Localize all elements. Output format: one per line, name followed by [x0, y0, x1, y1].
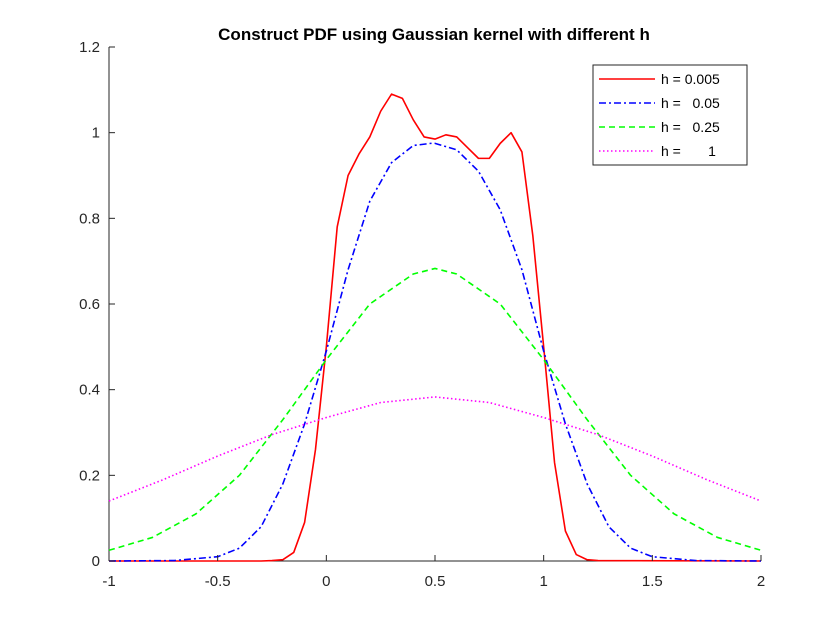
legend-box [592, 64, 748, 166]
series-line-1 [109, 93, 762, 562]
y-tick-label: 0.6 [79, 296, 100, 313]
chart-title: Construct PDF using Gaussian kernel with… [218, 25, 650, 44]
y-tick-label: 1 [92, 125, 100, 142]
legend-label-4: h = 1 [661, 143, 716, 159]
x-tick-label: 1.5 [642, 573, 663, 590]
x-tick-label: 0 [322, 573, 330, 590]
x-tick-label: -0.5 [205, 573, 231, 590]
ticks-layer: -1 -0.5 0 0.5 1 1.5 2 0 0.2 0.4 0.6 0.8 1 1.2 [79, 39, 765, 590]
series-layer [108, 93, 762, 562]
y-tick-label: 0.4 [79, 382, 100, 399]
x-tick-label: 1 [539, 573, 547, 590]
series-line-2 [108, 142, 762, 562]
x-tick-label: 2 [757, 573, 765, 590]
legend: h = 0.005 h = 0.05 h = 0.25 h = 1 [592, 64, 748, 166]
y-tick-label: 0.8 [79, 210, 100, 227]
y-tick-label: 0.2 [79, 467, 100, 484]
series-line-3 [108, 267, 762, 552]
x-tick-label: -1 [102, 573, 115, 590]
legend-label-2: h = 0.05 [661, 95, 720, 111]
x-tick-label: 0.5 [425, 573, 446, 590]
legend-label-3: h = 0.25 [661, 119, 720, 135]
y-tick-label: 0 [92, 553, 100, 570]
y-tick-label: 1.2 [79, 39, 100, 56]
legend-label-1: h = 0.005 [661, 71, 720, 87]
